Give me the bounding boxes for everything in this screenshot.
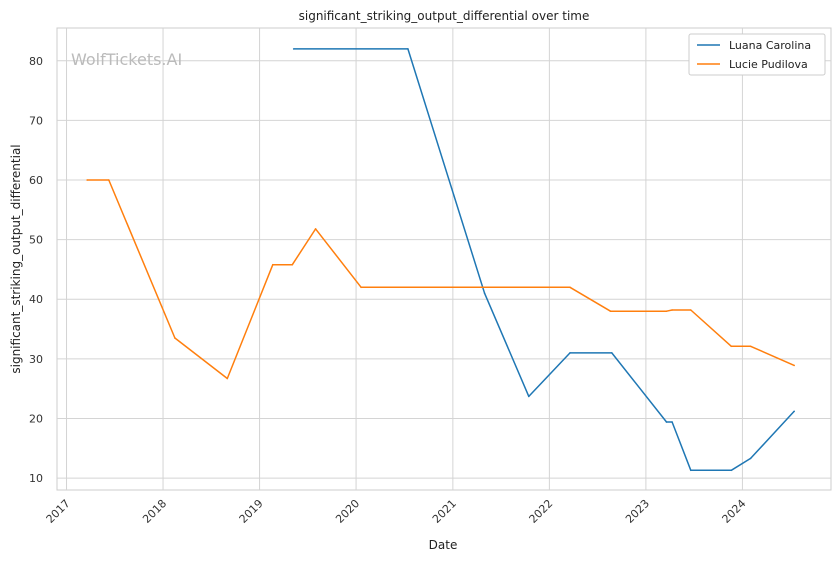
data-point-lucie-pudilova-8: [569, 286, 571, 289]
x-tick-label-2022: 2022: [527, 497, 556, 526]
data-point-luana-carolina-4: [569, 352, 571, 354]
data-point-luana-carolina-3: [528, 395, 530, 398]
y-tick-label-40: 40: [29, 293, 43, 306]
x-tick-label-2023: 2023: [623, 497, 652, 526]
data-point-luana-carolina-9: [730, 469, 733, 472]
data-point-lucie-pudilova-13: [730, 345, 733, 348]
data-point-lucie-pudilova-10: [665, 310, 668, 313]
y-tick-label-20: 20: [29, 412, 43, 425]
chart-title: significant_striking_output_differential…: [299, 9, 590, 23]
y-tick-label-50: 50: [29, 234, 43, 247]
data-point-luana-carolina-1: [407, 48, 409, 50]
watermark: WolfTickets.AI: [71, 50, 182, 69]
data-point-lucie-pudilova-1: [108, 179, 110, 181]
legend: Luana Carolina Lucie Pudilova: [688, 33, 826, 76]
y-tick-label-80: 80: [29, 55, 43, 68]
data-point-lucie-pudilova-9: [609, 310, 612, 313]
data-point-lucie-pudilova-4: [272, 263, 274, 266]
data-point-lucie-pudilova-14: [749, 345, 752, 348]
data-point-lucie-pudilova-11: [671, 309, 673, 311]
legend-label-luana-carolina: Luana Carolina: [729, 39, 811, 52]
plot-area: [56, 27, 832, 491]
data-point-lucie-pudilova-6: [314, 228, 317, 230]
data-point-lucie-pudilova-5: [291, 263, 294, 266]
data-point-lucie-pudilova-15: [793, 364, 795, 367]
data-point-luana-carolina-5: [611, 352, 613, 354]
x-tick-label-2019: 2019: [237, 497, 266, 526]
data-point-luana-carolina-11: [793, 410, 795, 413]
series-line-luana-carolina: [293, 48, 795, 472]
data-point-lucie-pudilova-7: [360, 286, 362, 289]
data-point-luana-carolina-7: [671, 421, 673, 423]
data-point-luana-carolina-0: [292, 48, 295, 50]
legend-label-lucie-pudilova: Lucie Pudilova: [729, 58, 808, 71]
data-point-lucie-pudilova-3: [226, 377, 229, 380]
y-tick-label-70: 70: [29, 114, 43, 127]
x-axis-title: Date: [429, 538, 458, 552]
data-point-luana-carolina-2: [483, 292, 486, 295]
y-tick-label-10: 10: [29, 472, 43, 485]
y-axis-ticks: 10 20 30 40 50 60 70 80: [29, 55, 43, 485]
series-lines: [86, 48, 795, 472]
data-point-luana-carolina-6: [665, 421, 668, 423]
y-axis-title: significant_striking_output_differential: [9, 144, 23, 373]
grid-lines: [57, 28, 831, 490]
data-point-luana-carolina-10: [749, 457, 752, 460]
data-point-luana-carolina-8: [690, 469, 692, 472]
x-tick-label-2020: 2020: [333, 497, 362, 526]
x-tick-label-2021: 2021: [430, 497, 459, 526]
x-tick-label-2024: 2024: [720, 497, 749, 526]
x-axis-ticks: 2017 2018 2019 2020 2021 2022 2023 2024: [44, 497, 749, 526]
data-point-lucie-pudilova-12: [690, 309, 692, 311]
data-point-lucie-pudilova-2: [174, 337, 176, 339]
y-tick-label-60: 60: [29, 174, 43, 187]
legend-box: [688, 33, 826, 76]
y-tick-label-30: 30: [29, 353, 43, 366]
x-tick-label-2017: 2017: [44, 497, 73, 526]
series-line-lucie-pudilova: [87, 179, 795, 380]
data-point-lucie-pudilova-0: [86, 179, 88, 181]
x-tick-label-2018: 2018: [140, 497, 169, 526]
